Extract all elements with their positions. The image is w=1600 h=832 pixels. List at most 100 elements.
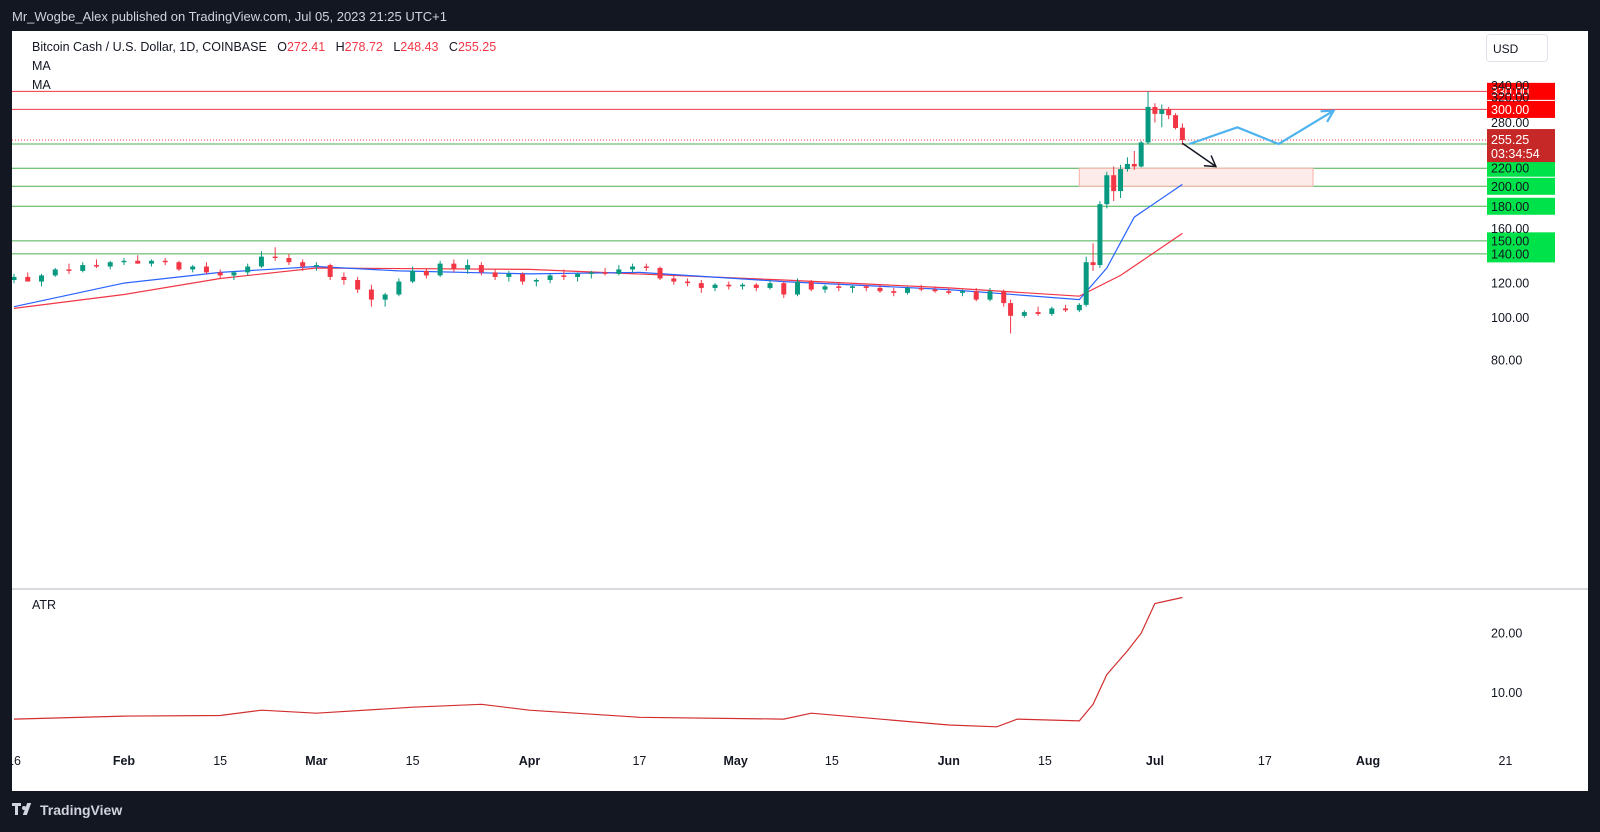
candle-body[interactable] [190, 266, 196, 270]
atr-line[interactable] [13, 596, 1183, 728]
candle-body[interactable] [107, 262, 113, 267]
candle-body[interactable] [850, 286, 856, 288]
candle-body[interactable] [1008, 303, 1014, 316]
candle-body[interactable] [932, 289, 938, 292]
candle-body[interactable] [1076, 304, 1082, 311]
candle-body[interactable] [162, 260, 168, 263]
candle-body[interactable] [808, 281, 814, 290]
candle-body[interactable] [547, 275, 553, 281]
candle-body[interactable] [465, 265, 471, 270]
candle-body[interactable] [80, 265, 86, 271]
candle-body[interactable] [327, 265, 333, 277]
candle-body[interactable] [1124, 163, 1130, 170]
candle-body[interactable] [135, 260, 141, 264]
candle-body[interactable] [685, 281, 691, 284]
tradingview-logo[interactable]: TradingView [12, 802, 122, 818]
candle-body[interactable] [630, 266, 636, 270]
candle-body[interactable] [575, 273, 581, 277]
candle-body[interactable] [1138, 142, 1144, 167]
candle-body[interactable] [1097, 204, 1103, 266]
currency-button[interactable]: USD [1486, 34, 1548, 62]
candle-body[interactable] [1131, 163, 1137, 167]
candle-body[interactable] [877, 287, 883, 292]
candle-body[interactable] [1173, 115, 1179, 129]
candle-body[interactable] [987, 291, 993, 300]
candle-body[interactable] [148, 260, 154, 264]
candle-body[interactable] [25, 276, 31, 282]
candle-body[interactable] [946, 291, 952, 293]
candle-body[interactable] [121, 260, 127, 263]
projection-up-path[interactable] [1188, 109, 1335, 146]
candle-body[interactable] [410, 270, 416, 282]
candle-body[interactable] [1145, 106, 1151, 143]
candle-body[interactable] [231, 272, 237, 276]
candle-body[interactable] [396, 281, 402, 295]
ma-fast-line[interactable] [13, 183, 1183, 308]
candle-body[interactable] [368, 289, 374, 300]
candle-body[interactable] [822, 286, 828, 290]
candle-body[interactable] [671, 278, 677, 282]
candle-body[interactable] [1118, 169, 1124, 192]
candle-body[interactable] [1159, 109, 1165, 114]
candle-body[interactable] [836, 286, 842, 288]
candle-body[interactable] [1001, 291, 1007, 304]
candle-body[interactable] [602, 272, 608, 274]
candle-body[interactable] [1152, 106, 1158, 114]
candle-body[interactable] [959, 291, 965, 293]
candle-body[interactable] [492, 272, 498, 277]
candle-body[interactable] [588, 272, 594, 274]
candle-body[interactable] [52, 269, 58, 276]
candle-body[interactable] [918, 287, 924, 290]
candle-body[interactable] [382, 294, 388, 300]
candle-body[interactable] [478, 265, 484, 273]
candle-body[interactable] [1090, 262, 1096, 266]
candle-body[interactable] [533, 280, 539, 282]
candle-body[interactable] [313, 265, 319, 267]
candle-body[interactable] [423, 270, 429, 276]
candle-body[interactable] [437, 263, 443, 276]
candle-body[interactable] [891, 291, 897, 293]
candle-body[interactable] [698, 283, 704, 288]
ma-legend-2[interactable]: MA [32, 78, 51, 92]
projection-down-path[interactable] [1181, 142, 1217, 168]
candle-body[interactable] [726, 284, 732, 287]
chart-canvas[interactable]: 330.00300.00250.00220.00200.00180.00150.… [12, 31, 1588, 791]
candle-body[interactable] [973, 291, 979, 300]
candle-body[interactable] [1049, 308, 1055, 314]
candle-body[interactable] [176, 262, 182, 270]
candle-body[interactable] [258, 256, 264, 267]
candle-body[interactable] [1111, 175, 1117, 192]
candle-body[interactable] [300, 262, 306, 267]
candle-body[interactable] [1021, 312, 1027, 316]
candle-body[interactable] [1104, 175, 1110, 205]
ma-legend-1[interactable]: MA [32, 59, 51, 73]
candle-body[interactable] [217, 272, 223, 276]
candle-body[interactable] [1035, 312, 1041, 314]
atr-legend[interactable]: ATR [32, 598, 57, 612]
candle-body[interactable] [1083, 262, 1089, 305]
candle-body[interactable] [616, 269, 622, 274]
chart-frame[interactable]: 330.00300.00250.00220.00200.00180.00150.… [12, 31, 1588, 791]
candle-body[interactable] [38, 275, 44, 282]
candle-body[interactable] [753, 284, 759, 288]
candle-body[interactable] [767, 283, 773, 288]
candle-body[interactable] [355, 280, 361, 290]
candle-body[interactable] [341, 276, 347, 281]
candle-body[interactable] [712, 284, 718, 288]
supply-demand-zone[interactable] [1078, 167, 1314, 187]
candle-body[interactable] [1179, 127, 1185, 141]
candle-body[interactable] [740, 284, 746, 287]
candle-body[interactable] [12, 276, 17, 281]
candle-body[interactable] [286, 258, 292, 263]
candle-body[interactable] [506, 273, 512, 277]
candle-body[interactable] [561, 275, 567, 277]
candle-body[interactable] [520, 273, 526, 282]
candle-body[interactable] [1166, 109, 1172, 116]
candle-body[interactable] [904, 287, 910, 293]
candle-body[interactable] [643, 266, 649, 268]
candle-body[interactable] [66, 269, 72, 271]
candle-body[interactable] [272, 256, 278, 259]
candle-body[interactable] [451, 263, 457, 270]
candle-body[interactable] [203, 266, 209, 273]
ma-slow-line[interactable] [13, 232, 1183, 309]
